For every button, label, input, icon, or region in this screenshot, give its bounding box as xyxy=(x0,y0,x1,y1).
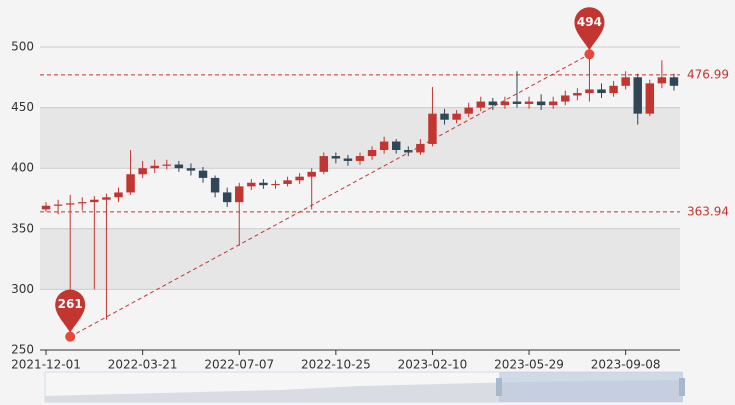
candle-body xyxy=(355,156,365,161)
trend-line xyxy=(69,53,590,338)
candle-body xyxy=(283,180,292,184)
x-tick-label: 2022-07-07 xyxy=(204,358,274,372)
candle-body xyxy=(343,158,353,161)
mark-line-label: 476.99 xyxy=(687,67,729,81)
max-pin xyxy=(574,7,605,51)
candle-body xyxy=(561,95,570,102)
min-pin-point xyxy=(65,331,76,342)
mark-line-label: 363.94 xyxy=(687,204,729,218)
x-tick-label: 2023-02-10 xyxy=(398,358,468,372)
candle-body xyxy=(367,150,377,157)
candle-body xyxy=(573,93,582,96)
candle-body xyxy=(198,170,208,178)
candle-body xyxy=(150,165,159,169)
candle-body xyxy=(114,192,123,198)
candle-body xyxy=(524,101,534,104)
plot: 250 300 350 400 450 500 2021-12-01 2022-03-21 20… xyxy=(11,7,729,372)
candle-body xyxy=(669,77,679,86)
candle-body xyxy=(488,101,498,106)
max-pin-point xyxy=(584,49,595,60)
max-pin-label: 494 xyxy=(577,15,602,29)
x-tick-label: 2023-09-08 xyxy=(591,358,661,372)
candle-body xyxy=(174,164,184,169)
candle-body xyxy=(126,174,135,193)
candle-body xyxy=(657,77,667,84)
candle-body xyxy=(464,107,473,114)
candle-body xyxy=(41,205,51,210)
candle-body xyxy=(645,83,655,114)
candle-body xyxy=(65,203,75,205)
candle-body xyxy=(259,182,268,186)
x-tick-label: 2023-05-29 xyxy=(494,358,564,372)
candle-body xyxy=(186,168,196,171)
y-tick-label: 400 xyxy=(11,161,34,175)
min-pin xyxy=(55,289,86,333)
candle-body xyxy=(235,186,244,203)
candle-body xyxy=(162,164,172,166)
min-pin-label: 261 xyxy=(58,297,83,311)
zoom-window[interactable] xyxy=(499,372,683,402)
candle-body xyxy=(138,168,147,175)
candle-body xyxy=(78,202,87,204)
x-tick-label: 2022-03-21 xyxy=(108,358,178,372)
candle-body xyxy=(379,141,389,151)
y-tick-label: 300 xyxy=(11,282,34,296)
y-tick-label: 350 xyxy=(11,221,34,235)
candle-body xyxy=(307,171,316,177)
y-tick-label: 250 xyxy=(11,343,34,357)
candle-body xyxy=(585,89,594,94)
candle-body xyxy=(404,150,413,153)
zoom-handle[interactable] xyxy=(496,378,502,396)
candle-body xyxy=(90,199,99,203)
candle-body xyxy=(416,143,425,153)
candle-body xyxy=(621,77,630,86)
y-tick-label: 450 xyxy=(11,100,34,114)
candle-body xyxy=(440,113,449,120)
candle-body xyxy=(392,141,401,151)
candle-body xyxy=(271,183,280,186)
candle-body xyxy=(536,101,546,106)
candle-body xyxy=(319,156,328,172)
zoom-handle[interactable] xyxy=(679,378,685,396)
candle-body xyxy=(222,192,232,203)
candle-body xyxy=(428,113,437,144)
candle-body xyxy=(633,77,642,114)
candle-body xyxy=(102,197,111,200)
candle-body xyxy=(609,85,618,94)
candle-body xyxy=(597,89,606,94)
candle-body xyxy=(548,101,558,106)
candle-body xyxy=(331,156,341,159)
candle-body xyxy=(476,101,485,108)
candle-body xyxy=(247,182,256,187)
candle-body xyxy=(512,101,522,104)
candle-body xyxy=(210,177,220,193)
candle-body xyxy=(53,204,63,206)
y-tick-label: 500 xyxy=(11,40,34,54)
candle-body xyxy=(500,101,510,106)
data-zoom[interactable] xyxy=(44,371,685,403)
split-area xyxy=(40,228,680,290)
x-tick-label: 2022-10-25 xyxy=(301,358,371,372)
candle-body xyxy=(452,113,461,120)
x-tick-label: 2021-12-01 xyxy=(11,358,81,372)
candle-body xyxy=(295,176,304,181)
